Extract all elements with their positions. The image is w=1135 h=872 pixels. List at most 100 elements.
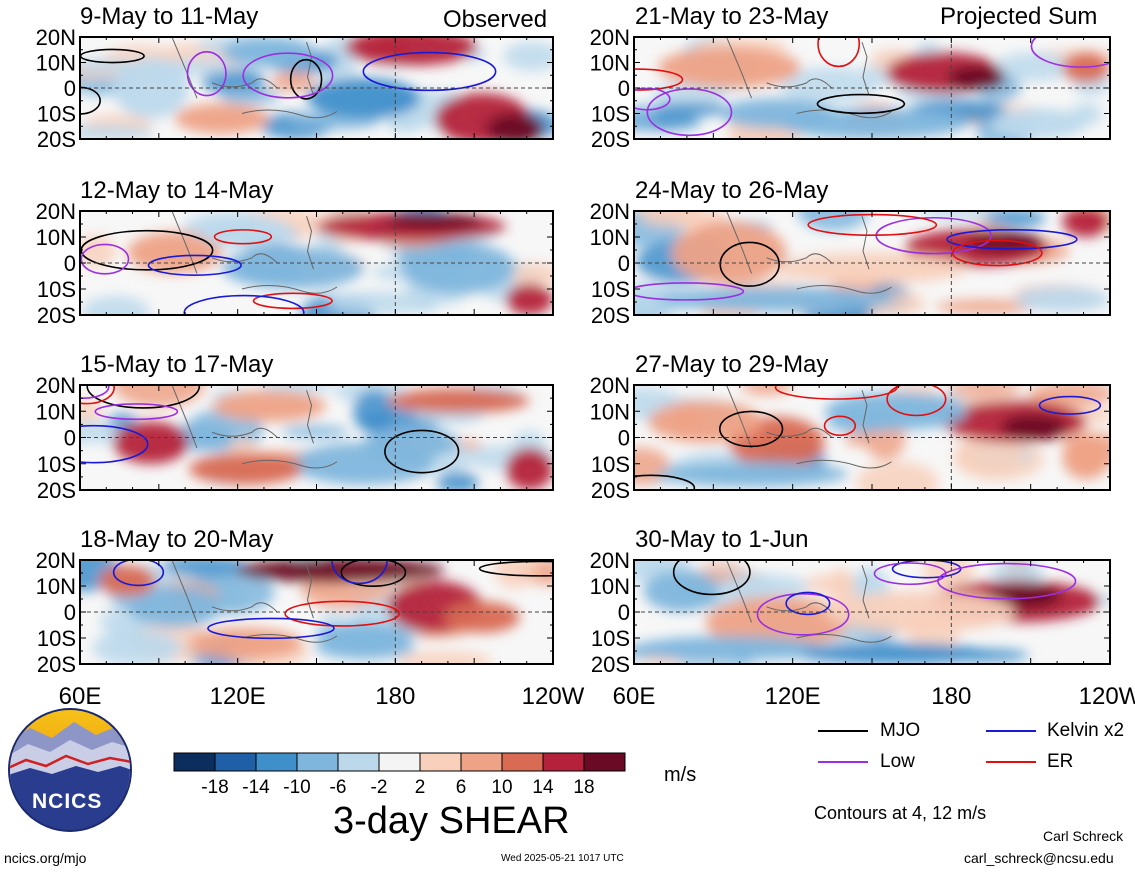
legend-label-mjo: MJO (880, 720, 921, 741)
y-tick-label: 10N (36, 399, 76, 424)
y-tick-label: 20N (36, 25, 76, 50)
y-tick-label: 20N (590, 199, 630, 224)
colorbar-swatch (542, 752, 585, 772)
colorbar-tick-label: -10 (283, 777, 310, 798)
y-tick-label: 10S (591, 626, 630, 651)
y-tick-label: 20S (591, 478, 630, 503)
colorbar-tick-label: 6 (456, 777, 467, 798)
colorbar-swatch (583, 752, 626, 772)
x-tick-label: 120E (765, 683, 821, 710)
colorbar-swatch (296, 752, 339, 772)
panel-title-observed-3: 15-May to 17-May (80, 351, 274, 378)
colorbar-tick-label: -2 (371, 777, 388, 798)
colorbar-swatch (173, 752, 216, 772)
panel-ticks (80, 211, 553, 315)
y-tick-label: 20N (36, 199, 76, 224)
y-tick-label: 20S (37, 478, 76, 503)
y-tick-label: 10N (590, 574, 630, 599)
colorbar-swatch (460, 752, 503, 772)
x-tick-label: 120W (522, 683, 585, 710)
colorbar-swatch (337, 752, 380, 772)
colorbar: -18 -14 -10 -6 -2 2 6 10 14 18 (173, 752, 626, 798)
colorbar-units: m/s (664, 764, 697, 786)
y-tick-label: 20S (591, 652, 630, 677)
legend (818, 730, 1036, 763)
colorbar-swatch (419, 752, 462, 772)
colorbar-tick-label: 18 (573, 777, 594, 798)
panel-ticks (634, 37, 1110, 139)
y-tick-label: 10S (37, 626, 76, 651)
panel-title-observed-1: 9-May to 11-May (80, 3, 259, 30)
y-tick-label: 20S (37, 127, 76, 152)
colorbar-swatch (378, 752, 421, 772)
author-name: Carl Schreck (1043, 828, 1124, 844)
y-tick-label: 0 (618, 251, 630, 276)
y-tick-label: 10N (590, 399, 630, 424)
colorbar-tick-label: -6 (330, 777, 347, 798)
x-tick-label: 180 (375, 683, 415, 710)
y-tick-label: 20S (591, 127, 630, 152)
panel-title-projected-3: 27-May to 29-May (635, 351, 829, 378)
coastline (171, 211, 338, 294)
colorbar-swatch (255, 752, 298, 772)
y-tick-label: 20N (590, 373, 630, 398)
y-tick-label: 20N (36, 548, 76, 573)
y-tick-label: 0 (64, 600, 76, 625)
y-tick-label: 10S (37, 102, 76, 127)
coastline (171, 560, 338, 643)
y-tick-label: 10S (591, 102, 630, 127)
y-tick-label: 20S (37, 303, 76, 328)
y-tick-label: 10N (590, 225, 630, 250)
y-tick-label: 10N (36, 225, 76, 250)
panel-title-projected-2: 24-May to 26-May (635, 177, 829, 204)
logo-text: NCICS (32, 790, 103, 813)
panel-title-observed-2: 12-May to 14-May (80, 177, 274, 204)
y-tick-label: 10N (590, 51, 630, 76)
observed-label: Observed (443, 6, 548, 33)
panel-ticks (80, 560, 553, 664)
chart-title: 3-day SHEAR (333, 800, 570, 842)
colorbar-tick-label: -18 (201, 777, 228, 798)
coastline (171, 385, 338, 469)
x-tick-label: 120E (210, 683, 266, 710)
panel-ticks (80, 37, 553, 139)
y-tick-label: 0 (618, 600, 630, 625)
x-tick-label: 120W (1079, 683, 1135, 710)
x-tick-label: 60E (59, 683, 102, 710)
colorbar-tick-label: -14 (242, 777, 270, 798)
y-tick-label: 10N (36, 51, 76, 76)
legend-label-low: Low (880, 751, 915, 772)
coastline (726, 37, 892, 119)
panel-ticks (634, 560, 1110, 664)
y-tick-label: 20N (590, 548, 630, 573)
panel-ticks (634, 211, 1110, 315)
contours-note: Contours at 4, 12 m/s (814, 803, 987, 823)
y-tick-label: 10N (36, 574, 76, 599)
legend-label-er: ER (1047, 751, 1074, 772)
y-tick-label: 0 (64, 76, 76, 101)
y-tick-label: 10S (591, 452, 630, 477)
website-link[interactable]: ncics.org/mjo (4, 850, 87, 866)
panel-title-projected-1: 21-May to 23-May (635, 3, 829, 30)
y-tick-label: 20S (37, 652, 76, 677)
panel-title-projected-4: 30-May to 1-Jun (635, 526, 809, 553)
y-tick-label: 20N (36, 373, 76, 398)
y-tick-label: 10S (37, 277, 76, 302)
colorbar-tick-label: 2 (415, 777, 426, 798)
y-tick-label: 0 (64, 251, 76, 276)
colorbar-tick-label: 10 (491, 777, 512, 798)
timestamp: Wed 2025-05-21 1017 UTC (501, 853, 624, 864)
x-tick-label: 60E (613, 683, 656, 710)
panel-ticks (634, 385, 1110, 490)
author-email[interactable]: carl_schreck@ncsu.edu (964, 850, 1114, 866)
y-tick-label: 20N (590, 25, 630, 50)
